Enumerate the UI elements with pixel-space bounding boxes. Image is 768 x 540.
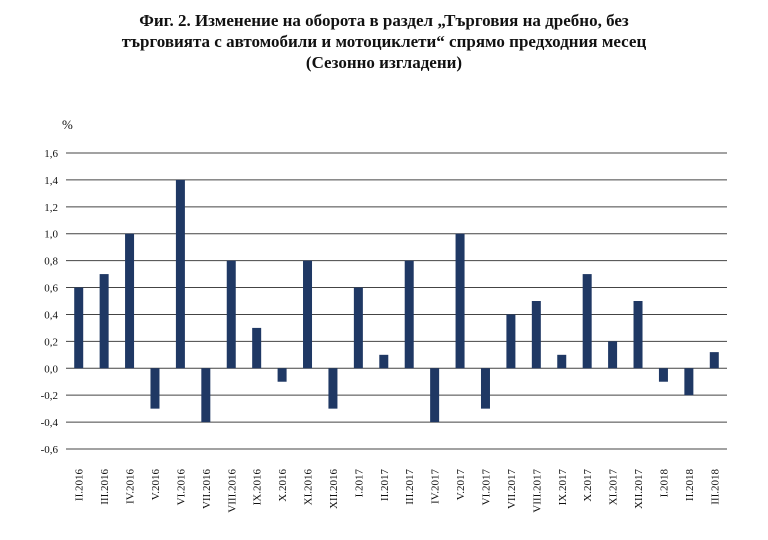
bar [175, 179, 185, 369]
y-tick-label: 1,0 [44, 229, 58, 241]
bar [404, 260, 414, 369]
x-tick-label: IX.2016 [252, 469, 264, 506]
y-tick-label: 0,6 [44, 283, 58, 295]
y-tick-label: 0,0 [44, 363, 58, 375]
bar [99, 274, 109, 369]
y-tick-label: 0,2 [44, 336, 58, 348]
x-tick-label: III.2016 [99, 469, 111, 505]
bar [608, 341, 618, 369]
bar [684, 368, 694, 396]
x-tick-label: V.2017 [455, 469, 467, 501]
bar [557, 354, 567, 369]
y-tick-label: 1,4 [44, 175, 58, 187]
x-tick-label: XII.2016 [328, 469, 340, 510]
bar [633, 301, 643, 369]
x-tick-label: VI.2016 [175, 469, 187, 506]
bar [582, 274, 592, 369]
bar [125, 233, 135, 369]
bar [353, 287, 363, 369]
y-axis-unit-label: % [62, 117, 73, 132]
bars [74, 179, 719, 423]
y-tick-label: -0,4 [41, 417, 59, 429]
bar [201, 368, 211, 423]
x-tick-label: IX.2017 [557, 469, 569, 506]
x-tick-label: XI.2017 [608, 469, 620, 506]
x-tick-label: XI.2016 [303, 469, 315, 506]
bar [709, 352, 719, 369]
bar [658, 368, 668, 382]
y-tick-label: -0,2 [41, 390, 58, 402]
y-tick-label: 0,4 [44, 309, 58, 321]
x-tick-label: X.2016 [277, 469, 289, 502]
bar [506, 314, 516, 369]
x-tick-label: IV.2017 [430, 469, 442, 504]
bar [277, 368, 287, 382]
chart-title: Фиг. 2. Изменение на оборота в раздел „Т… [0, 10, 768, 73]
x-tick-label: II.2017 [379, 469, 391, 502]
x-tick-label: I.2017 [353, 469, 365, 498]
y-axis-ticks: 1,6 1,4 1,2 1,0 0,8 0,6 0,4 0,2 0,0 -0,2 -0,4 -0,6 [41, 148, 59, 456]
bar [430, 368, 440, 423]
bar [480, 368, 490, 409]
y-tick-label: 1,6 [44, 148, 58, 160]
bar [455, 233, 465, 369]
y-tick-label: 1,2 [44, 202, 58, 214]
bar [379, 354, 389, 369]
bar [226, 260, 236, 369]
bar [303, 260, 313, 369]
x-tick-label: XII.2017 [633, 469, 645, 510]
x-tick-label: VIII.2016 [226, 469, 238, 513]
x-tick-label: VII.2016 [201, 469, 213, 510]
x-tick-label: VI.2017 [480, 469, 492, 506]
bar [74, 287, 84, 369]
x-tick-label: V.2016 [150, 469, 162, 501]
gridlines [66, 152, 727, 450]
x-axis-ticks: II.2016 III.2016 IV.2016 V.2016 VI.2016 VII.2… [74, 469, 722, 513]
x-tick-label: III.2018 [709, 469, 721, 505]
bar [328, 368, 338, 409]
x-tick-label: VIII.2017 [531, 469, 543, 513]
bar [531, 301, 541, 369]
chart-title-line-1: Фиг. 2. Изменение на оборота в раздел „Т… [139, 11, 629, 30]
x-tick-label: IV.2016 [125, 469, 137, 504]
x-tick-label: I.2018 [658, 469, 670, 498]
x-tick-label: II.2016 [74, 469, 86, 502]
chart-title-line-3: (Сезонно изгладени) [305, 53, 463, 72]
x-tick-label: X.2017 [582, 469, 594, 502]
chart-title-line-2: търговията с автомобили и мотоциклети“ с… [121, 32, 647, 51]
y-tick-label: 0,8 [44, 256, 58, 268]
y-tick-label: -0,6 [41, 444, 59, 456]
x-tick-label: VII.2017 [506, 469, 518, 510]
x-tick-label: II.2018 [684, 469, 696, 502]
bar [150, 368, 160, 409]
bar [252, 327, 262, 369]
x-tick-label: III.2017 [404, 469, 416, 505]
